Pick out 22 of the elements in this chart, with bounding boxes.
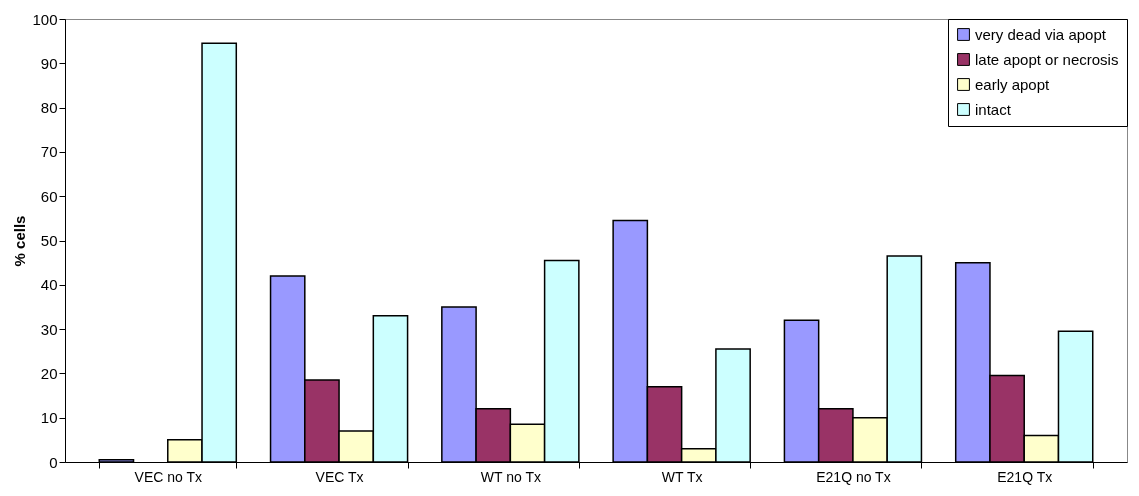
legend-label: intact xyxy=(975,100,1012,118)
y-tick-label: 40 xyxy=(40,276,58,294)
y-tick-label: 70 xyxy=(40,143,58,161)
y-axis-title: % cells xyxy=(11,215,29,267)
y-tick-label: 60 xyxy=(40,187,58,205)
x-tick-label: VEC Tx xyxy=(315,468,364,485)
y-tick-label: 50 xyxy=(40,232,58,249)
legend-label: early apopt xyxy=(975,75,1051,93)
y-tick-label: 10 xyxy=(40,409,58,427)
x-tick-label: WT Tx xyxy=(661,468,703,485)
y-tick-label: 100 xyxy=(32,10,58,28)
y-tick-label: 30 xyxy=(40,320,58,338)
y-tick-label: 0 xyxy=(49,453,58,471)
y-tick-label: 80 xyxy=(40,99,58,117)
x-tick-label: E21Q Tx xyxy=(997,468,1053,485)
y-tick-label: 90 xyxy=(40,54,58,72)
x-tick-label: WT no Tx xyxy=(480,468,541,485)
legend-label: very dead via apopt xyxy=(975,25,1107,43)
legend-label: late apopt or necrosis xyxy=(975,50,1119,68)
x-tick-label: E21Q no Tx xyxy=(816,468,891,485)
y-tick-label: 20 xyxy=(40,364,58,382)
x-tick-label: VEC no Tx xyxy=(134,468,202,485)
